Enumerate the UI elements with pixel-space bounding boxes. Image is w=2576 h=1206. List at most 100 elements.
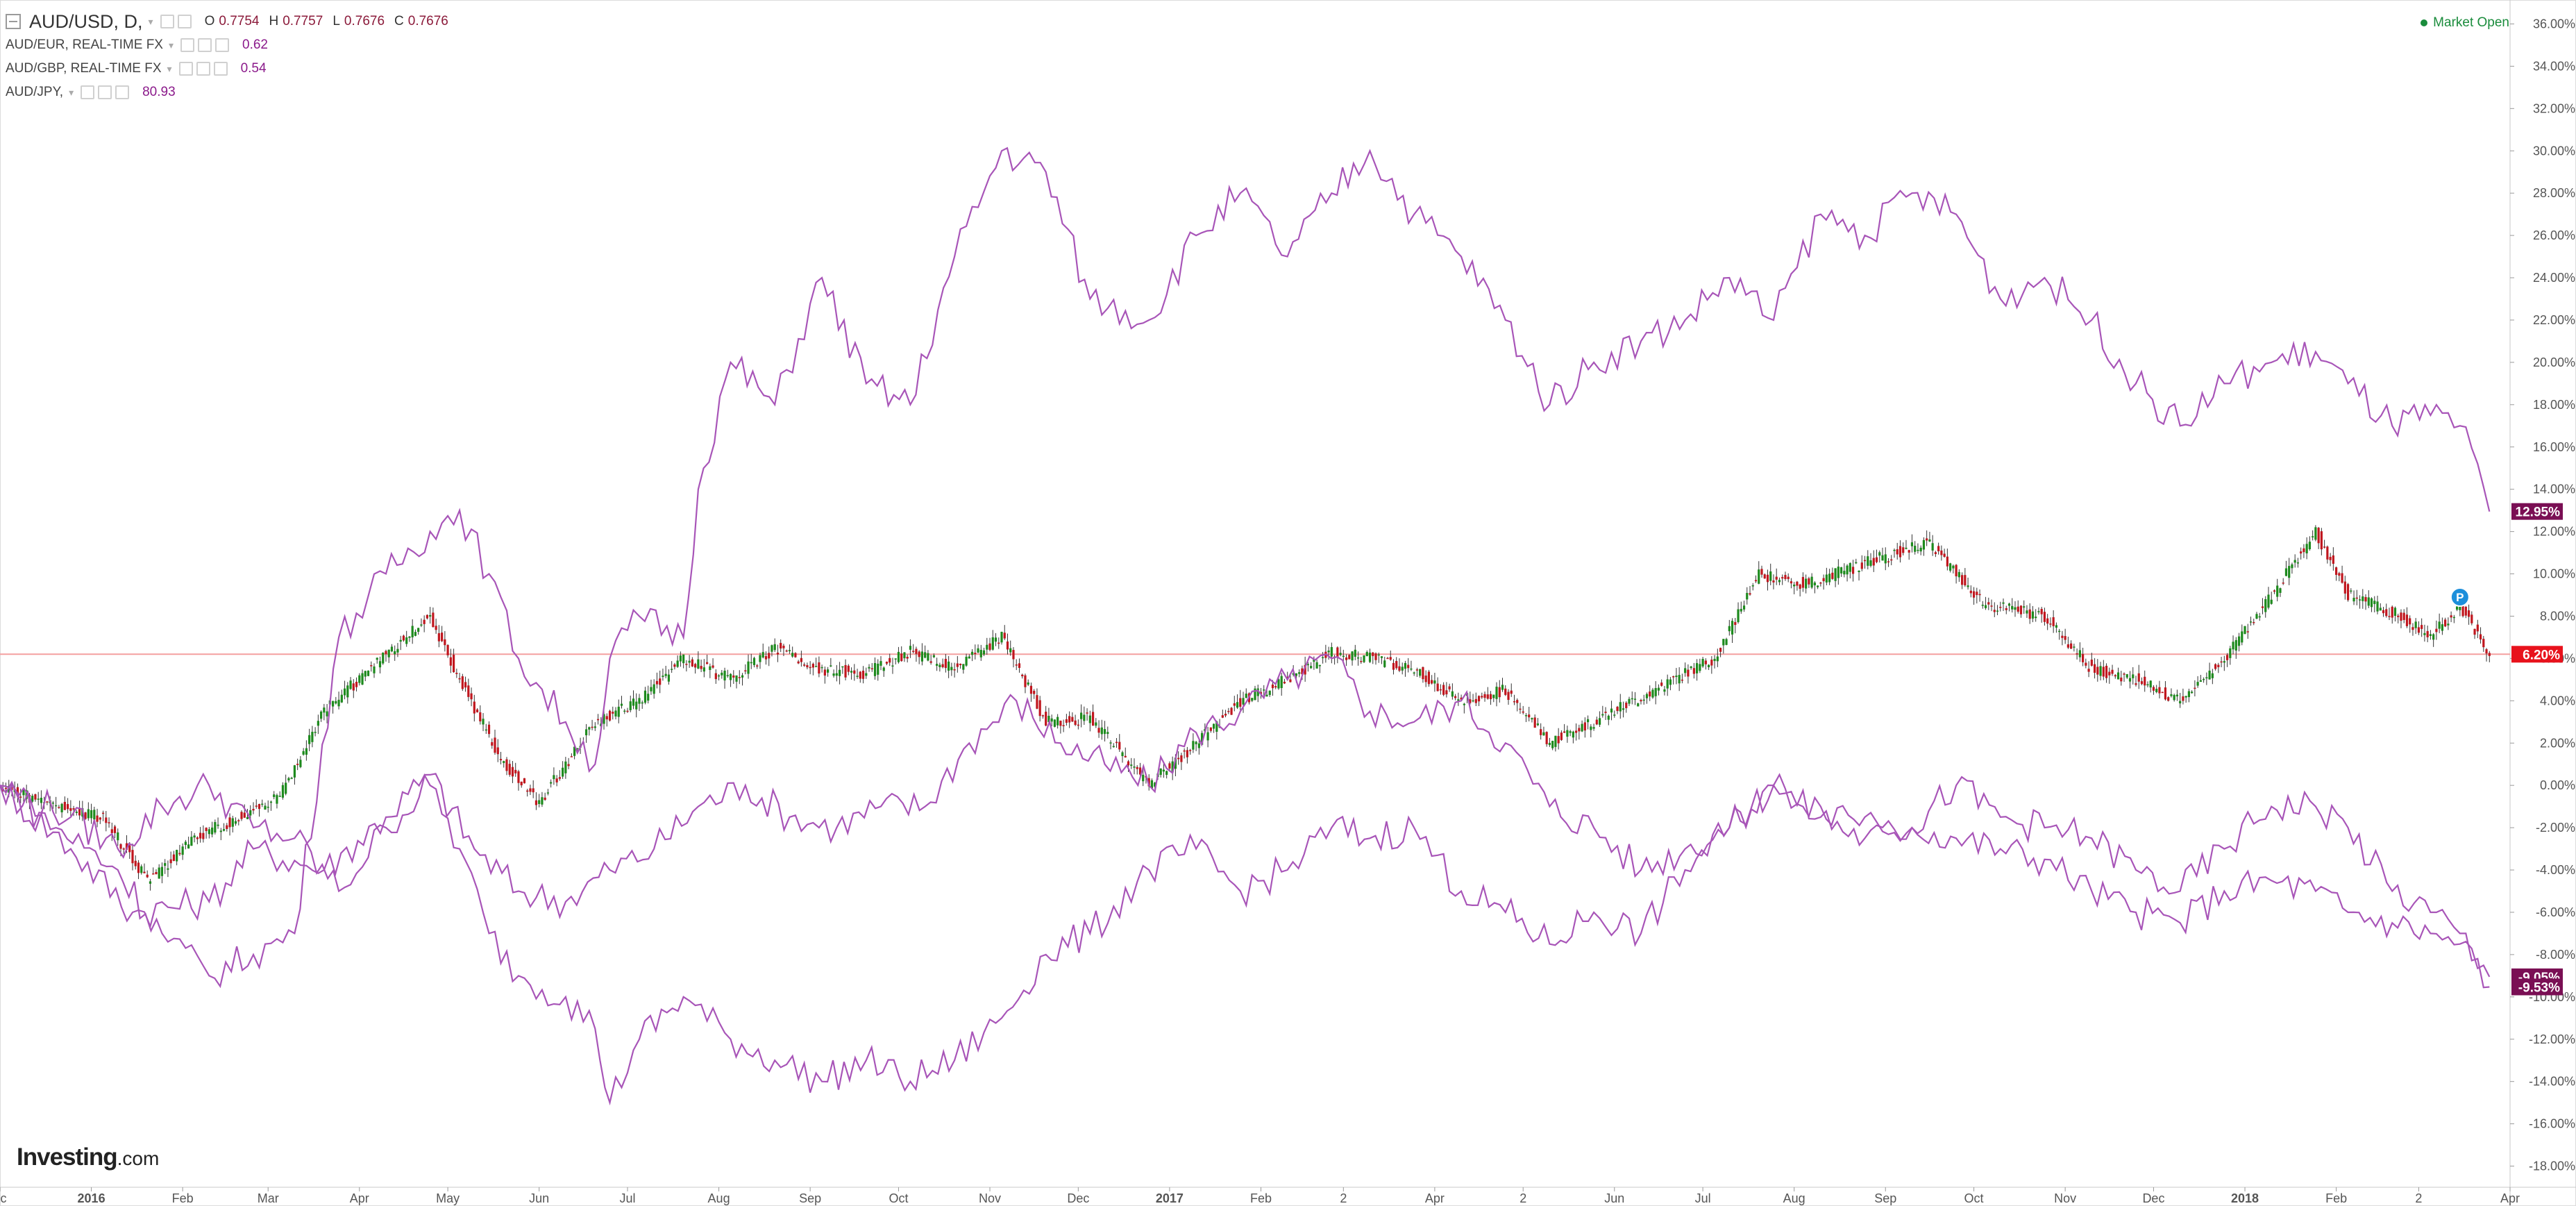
chevron-down-icon[interactable]: ▾	[168, 39, 174, 51]
candle-body	[2105, 665, 2108, 678]
settings-icon[interactable]	[98, 85, 112, 99]
compare-value: 0.62	[242, 37, 268, 52]
candle-body	[278, 796, 281, 797]
candle-body	[820, 667, 823, 669]
candle-body	[1313, 659, 1315, 662]
candle-body	[1910, 542, 1914, 546]
candle-body	[841, 666, 844, 668]
candle-body	[709, 666, 712, 670]
candle-body	[1079, 712, 1083, 719]
candle-body	[844, 664, 847, 678]
candle-body	[2208, 670, 2211, 680]
candle-body	[2170, 694, 2173, 696]
settings-icon[interactable]	[196, 62, 210, 76]
settings-icon[interactable]	[198, 38, 212, 52]
candle-body	[850, 671, 853, 673]
tag-background	[2511, 978, 2563, 996]
candle-body	[2073, 646, 2076, 648]
candle-body	[1427, 671, 1431, 685]
candle-body	[2473, 628, 2476, 635]
candle-body	[84, 812, 87, 819]
legend-compare-aud-jpy[interactable]: AUD/JPY, ▾ 80.93	[6, 81, 448, 104]
candle-body	[302, 751, 305, 755]
candle-body	[255, 805, 258, 807]
candle-body	[2082, 654, 2085, 662]
series-line-aud-eur[interactable]	[0, 653, 2491, 978]
y-tick-label: 36.00%	[2533, 17, 2575, 31]
candle-body	[1919, 547, 1922, 552]
candle-body	[617, 706, 620, 717]
visibility-toggle-icon[interactable]	[180, 38, 195, 52]
logo-suffix: .com	[117, 1148, 160, 1169]
remove-icon[interactable]	[215, 38, 230, 52]
candle-body	[906, 656, 909, 659]
series-line-aud-jpy[interactable]	[0, 146, 2491, 989]
candle-body	[785, 650, 788, 652]
candle-body	[1978, 594, 1981, 596]
legend-main-series[interactable]: AUD/USD, D, ▾ O 0.7754 H 0.7757 L 0.7676…	[6, 10, 448, 33]
candle-body	[119, 844, 122, 849]
compare-symbol[interactable]: AUD/JPY,	[6, 85, 64, 99]
remove-icon[interactable]	[213, 62, 228, 76]
plot-area[interactable]	[0, 146, 2491, 1106]
candle-body	[1583, 722, 1586, 731]
candle-body	[2393, 608, 2397, 617]
candle-body	[2167, 697, 2170, 701]
candle-body	[977, 648, 979, 653]
candle-body	[2326, 546, 2329, 560]
x-tick-label: Apr	[1425, 1191, 1445, 1205]
collapse-legend-icon[interactable]	[6, 14, 21, 29]
candle-body	[1516, 700, 1519, 703]
visibility-toggle-icon[interactable]	[178, 62, 193, 76]
candle-body	[1065, 719, 1068, 723]
candle-body	[1372, 652, 1374, 656]
candle-body	[1964, 575, 1967, 586]
event-marker-icon[interactable]: P	[2450, 587, 2470, 608]
candle-body	[1027, 682, 1029, 685]
candle-body	[986, 644, 988, 650]
candle-body	[705, 662, 709, 664]
candle-body	[411, 626, 414, 637]
candle-body	[267, 806, 269, 808]
candle-body	[514, 769, 517, 773]
candle-body	[1251, 698, 1254, 701]
candle-body	[2087, 669, 2090, 672]
visibility-toggle-icon[interactable]	[81, 85, 95, 99]
legend-compare-aud-eur[interactable]: AUD/EUR, REAL-TIME FX ▾ 0.62	[6, 33, 448, 57]
candle-body	[2338, 573, 2341, 576]
candle-body	[1271, 684, 1274, 689]
candle-body	[2332, 555, 2334, 564]
chevron-down-icon[interactable]: ▾	[69, 86, 74, 98]
candle-body	[1578, 728, 1581, 732]
remove-icon[interactable]	[115, 85, 130, 99]
candle-body	[953, 669, 956, 671]
candle-body	[1751, 585, 1754, 587]
main-symbol[interactable]: AUD/USD, D,	[29, 10, 143, 32]
settings-icon[interactable]	[177, 15, 192, 28]
status-dot-icon	[2421, 19, 2428, 26]
chevron-down-icon[interactable]: ▾	[148, 15, 153, 27]
candle-body	[791, 653, 794, 657]
candle-body	[2317, 528, 2320, 544]
candle-body	[650, 687, 653, 692]
candle-body	[1168, 763, 1171, 769]
chevron-down-icon[interactable]: ▾	[167, 62, 172, 74]
compare-symbol[interactable]: AUD/EUR, REAL-TIME FX	[6, 37, 163, 52]
legend-compare-aud-gbp[interactable]: AUD/GBP, REAL-TIME FX ▾ 0.54	[6, 57, 448, 81]
candle-body	[1445, 690, 1448, 695]
candle-body	[1498, 687, 1501, 698]
candle-body	[1581, 723, 1583, 732]
candle-body	[1439, 689, 1442, 691]
series-line-aud-gbp[interactable]	[0, 772, 2490, 1106]
visibility-toggle-icon[interactable]	[160, 15, 174, 28]
candle-body	[803, 664, 806, 666]
candle-body	[1395, 661, 1398, 669]
candle-body	[2123, 673, 2125, 675]
candle-body	[2447, 623, 2450, 626]
candle-body	[1805, 578, 1808, 589]
candle-body	[16, 787, 19, 796]
candle-body	[653, 684, 655, 694]
series-candles-aud-usd[interactable]	[1, 525, 2491, 891]
compare-symbol[interactable]: AUD/GBP, REAL-TIME FX	[6, 61, 162, 76]
